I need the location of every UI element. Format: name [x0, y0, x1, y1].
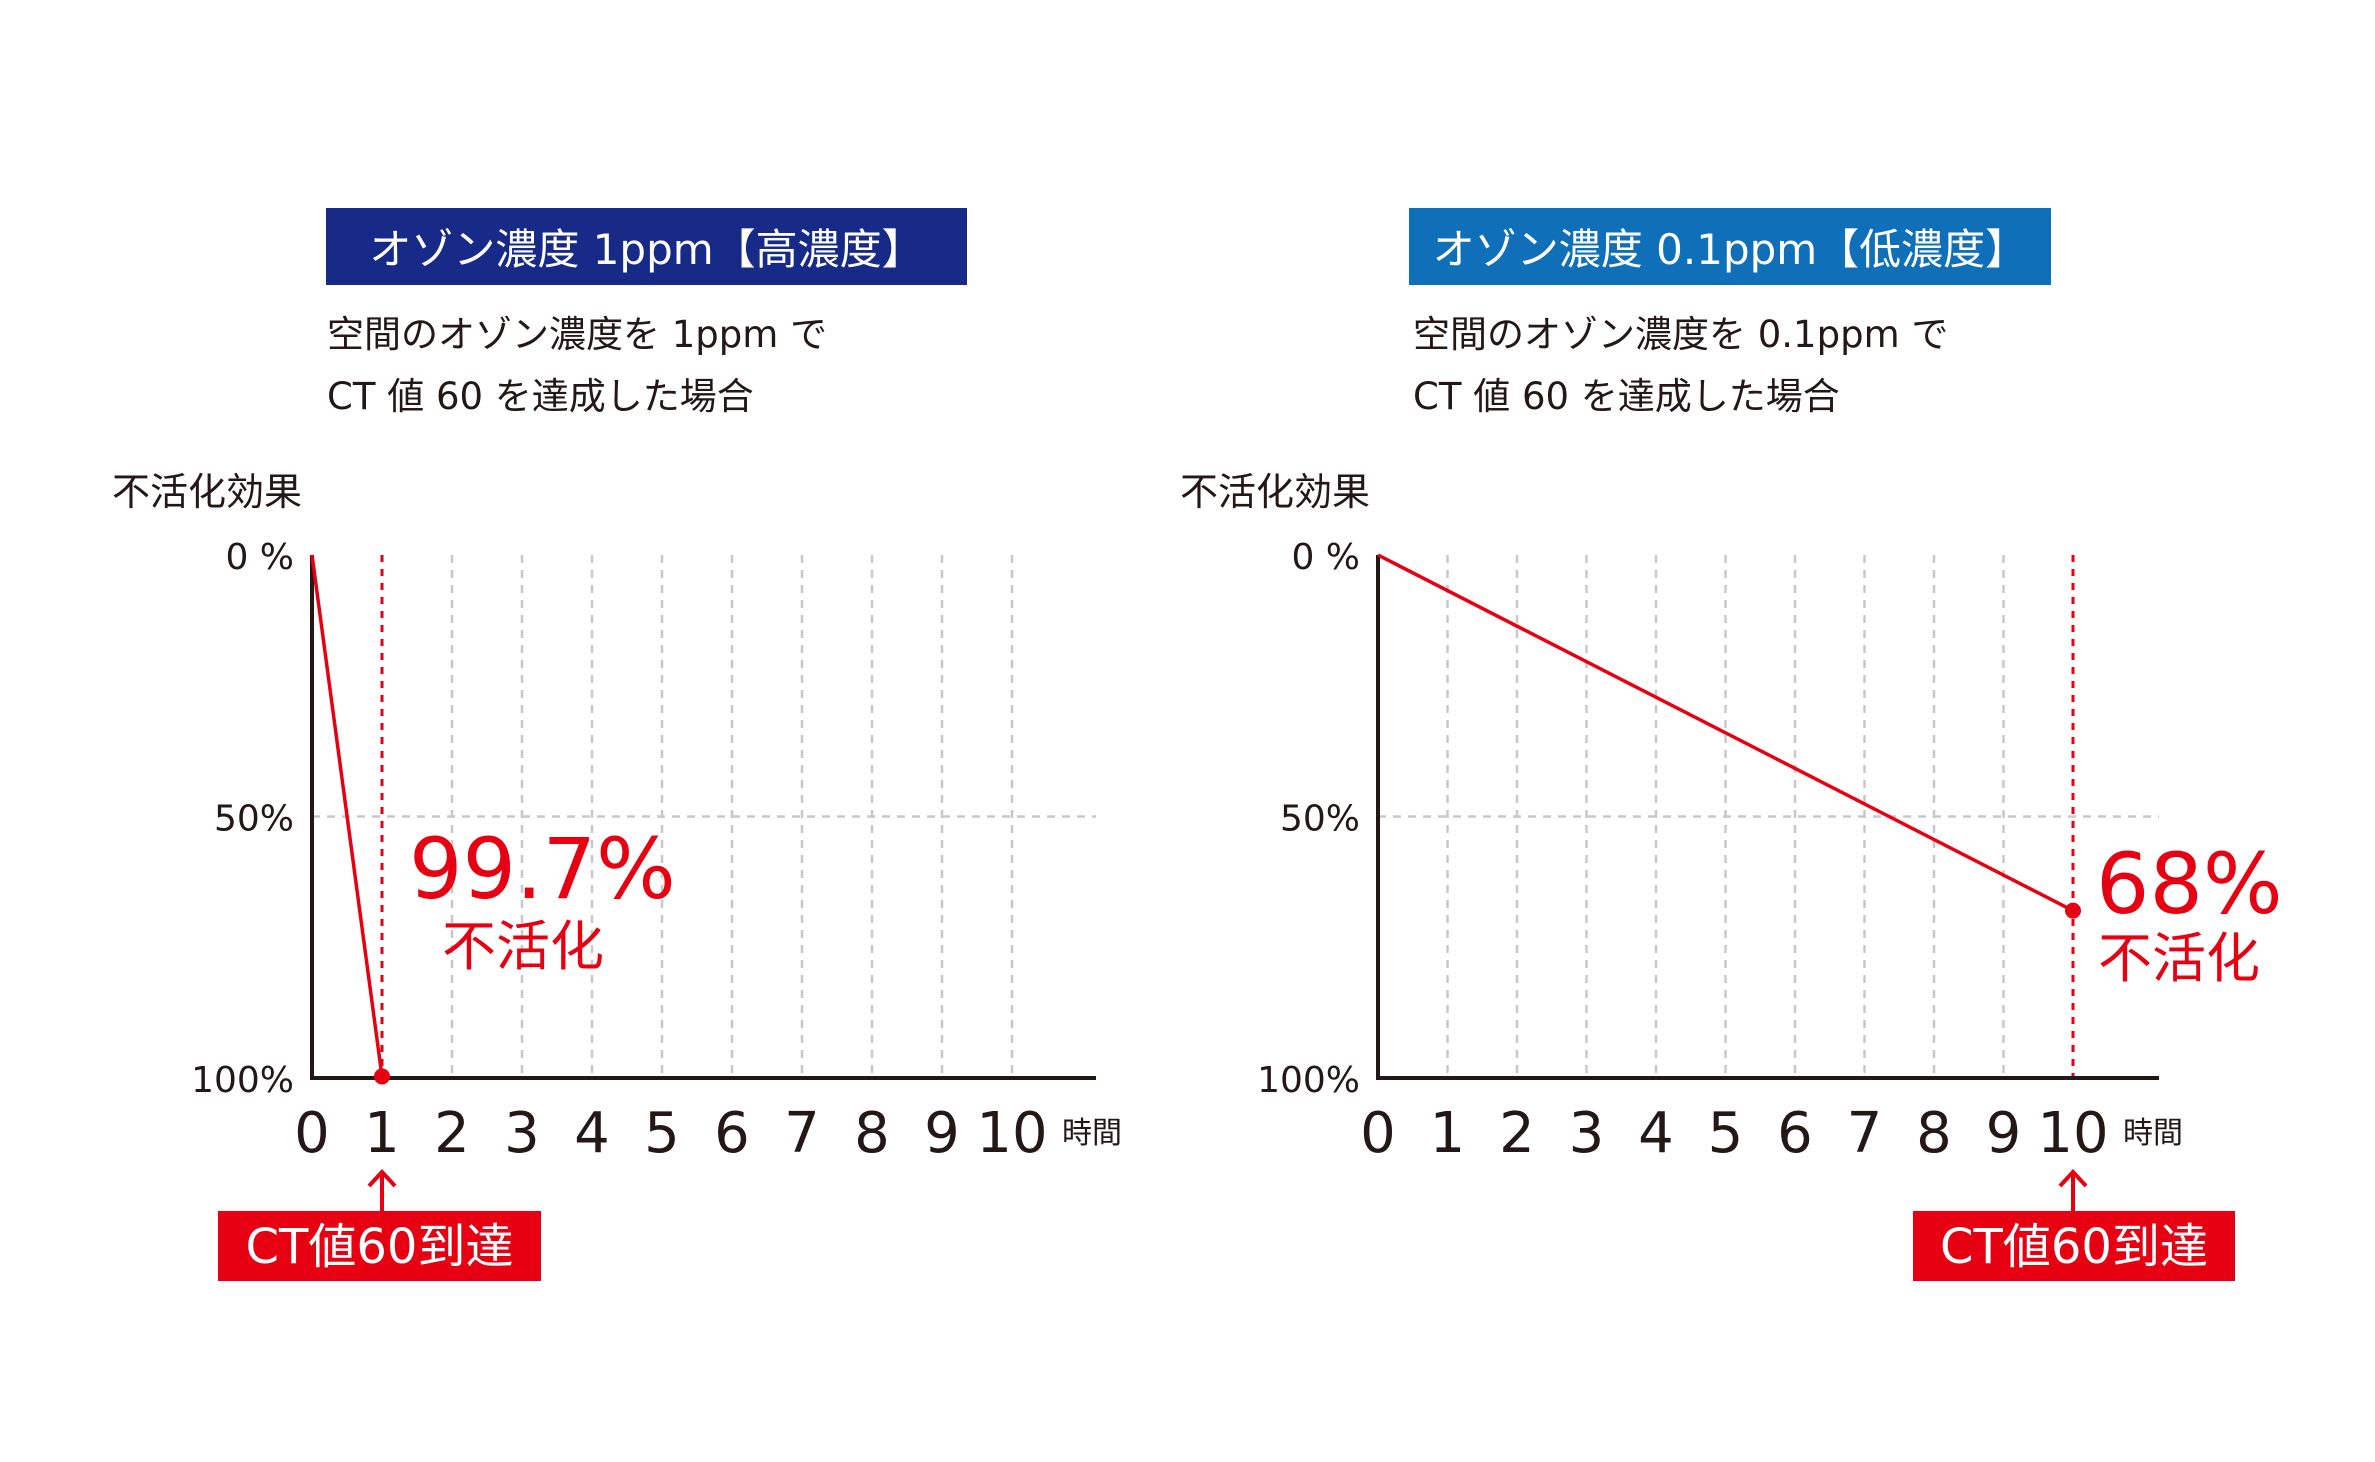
arrow-head-icon [2058, 1169, 2088, 1188]
x-tick-label: 10 [976, 1101, 1047, 1166]
high-concentration-description: 空間のオゾン濃度を 1ppm で CT 値 60 を達成した場合 [327, 304, 827, 428]
x-tick-label: 2 [434, 1101, 470, 1166]
inactivation-value: 68% [2096, 835, 2283, 933]
y-axis-label: 不活化効果 [112, 470, 302, 514]
x-tick-label: 9 [1986, 1101, 2022, 1166]
x-tick-label: 3 [1569, 1101, 1605, 1166]
description-line-1: 空間のオゾン濃度を 1ppm で [327, 313, 828, 356]
ct60-callout-box [218, 1211, 541, 1281]
x-tick-label: 4 [1638, 1101, 1674, 1166]
low-concentration-title: オゾン濃度 0.1ppm【低濃度】 [1409, 208, 2051, 285]
x-tick-label: 0 [1360, 1101, 1396, 1166]
description-line-2: CT 値 60 を達成した場合 [1413, 375, 1840, 418]
y-axis-label: 不活化効果 [1180, 470, 1370, 514]
inactivation-line [1377, 553, 2074, 913]
y-tick-label: 0 % [225, 537, 294, 578]
y-tick-label: 0 % [1291, 537, 1360, 578]
x-tick-label: 4 [574, 1101, 610, 1166]
ct60-callout-box [1913, 1211, 2235, 1281]
ct60-callout-label: CT値60到達 [246, 1219, 514, 1275]
x-tick-label: 8 [1916, 1101, 1952, 1166]
description-line-2: CT 値 60 を達成した場合 [327, 375, 754, 418]
inactivation-label: 不活化 [2098, 927, 2260, 990]
x-tick-label: 5 [644, 1101, 680, 1166]
x-axis-label: 時間 [1062, 1116, 1122, 1151]
arrow-head-icon [367, 1169, 397, 1188]
x-tick-label: 9 [924, 1101, 960, 1166]
x-tick-label: 1 [1430, 1101, 1466, 1166]
x-tick-label: 3 [504, 1101, 540, 1166]
inactivation-line [310, 554, 384, 1077]
x-axis-label: 時間 [2123, 1116, 2183, 1151]
y-tick-label: 100% [191, 1060, 294, 1101]
y-tick-label: 50% [214, 799, 294, 840]
x-tick-label: 7 [784, 1101, 820, 1166]
x-tick-label: 6 [714, 1101, 750, 1166]
y-tick-label: 50% [1280, 799, 1360, 840]
x-tick-label: 7 [1847, 1101, 1883, 1166]
x-tick-label: 0 [294, 1101, 330, 1166]
x-tick-label: 6 [1777, 1101, 1813, 1166]
inactivation-value: 99.7% [409, 820, 676, 918]
x-tick-label: 8 [854, 1101, 890, 1166]
low-concentration-description: 空間のオゾン濃度を 0.1ppm で CT 値 60 を達成した場合 [1413, 304, 1948, 428]
inactivation-label: 不活化 [442, 915, 604, 978]
data-point [2065, 902, 2081, 919]
ct60-callout-label: CT値60到達 [1940, 1219, 2208, 1275]
x-tick-label: 5 [1708, 1101, 1744, 1166]
x-tick-label: 10 [2037, 1101, 2108, 1166]
data-point [374, 1068, 390, 1085]
x-tick-label: 2 [1499, 1101, 1535, 1166]
high-concentration-title: オゾン濃度 1ppm【高濃度】 [326, 208, 967, 285]
description-line-1: 空間のオゾン濃度を 0.1ppm で [1413, 313, 1949, 356]
x-tick-label: 1 [364, 1101, 400, 1166]
y-tick-label: 100% [1257, 1060, 1360, 1101]
